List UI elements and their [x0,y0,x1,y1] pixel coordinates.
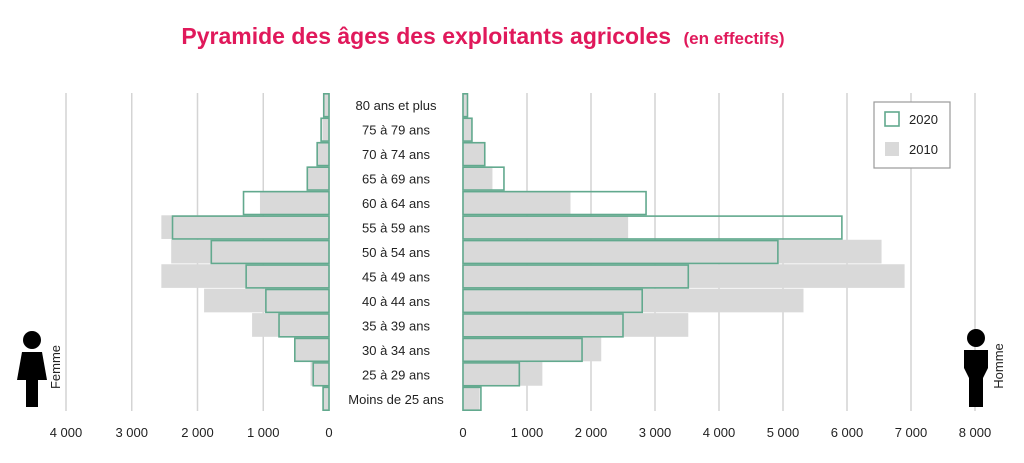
tick-label-right: 1 000 [511,425,544,440]
tick-labels: 4 000 3 000 2 000 1 000 0 0 1 000 2 000 3 000 4 0… [50,425,992,440]
category-label: 45 à 49 ans [362,269,430,284]
bar-femme-2020 [306,166,330,191]
bar-femme-2010 [317,141,329,166]
bar-homme-2010 [463,215,629,239]
bar-femme-2020 [322,386,330,412]
bar-homme-2010 [463,141,485,166]
bar-femme-2020 [278,313,330,338]
bar-homme-2010 [463,288,804,313]
bars-layer [161,93,905,412]
category-label: 55 à 59 ans [362,221,430,236]
tick-label-right: 7 000 [895,425,928,440]
woman-icon [17,331,47,407]
category-label: 35 à 39 ans [362,318,430,333]
bar-homme-2020 [462,166,505,191]
bar-femme-2020 [210,239,330,265]
bar-femme-2010 [323,93,329,117]
bar-homme-2020 [462,141,486,167]
bar-homme-2020 [462,117,473,142]
chart-title: Pyramide des âges des exploitants agrico… [181,23,671,49]
bar-homme-2020 [462,93,469,118]
category-label: 75 à 79 ans [362,123,430,138]
bar-femme-2020 [294,337,330,363]
bar-homme-2010 [463,337,602,362]
bar-homme-2020 [462,288,643,314]
chart-title-text: Pyramide des âges des exploitants agrico… [181,23,784,49]
bar-femme-2010 [161,264,329,288]
bar-homme-2020 [462,190,647,216]
bar-femme-2020 [265,288,330,314]
tick-label-left: 3 000 [115,425,148,440]
bar-homme-2010 [463,239,882,264]
legend: 2020 2010 [873,101,951,169]
bar-femme-2020 [322,93,330,118]
bar-homme-2010 [463,93,467,117]
tick-label-right: 0 [459,425,466,440]
bar-homme-2010 [463,313,689,337]
legend-label-2020: 2020 [909,112,938,127]
bar-homme-2020 [462,362,521,387]
category-label: Moins de 25 ans [348,392,444,407]
chart-title-group: Pyramide des âges des exploitants agrico… [181,23,784,49]
chart-subtitle: (en effectifs) [683,29,784,48]
tick-label-right: 6 000 [831,425,864,440]
bar-homme-2010 [463,386,480,411]
tick-label-right: 3 000 [639,425,672,440]
man-icon [964,329,988,407]
bar-femme-2010 [252,313,329,337]
bar-femme-2010 [294,337,329,362]
category-label: 60 à 64 ans [362,196,430,211]
bar-femme-2020 [312,362,330,387]
category-label: 40 à 44 ans [362,294,430,309]
category-label: 30 à 34 ans [362,343,430,358]
bar-femme-2010 [161,215,329,239]
bar-homme-2010 [463,166,493,191]
tick-label-right: 2 000 [575,425,608,440]
legend-swatch-2020 [884,111,900,127]
category-labels: 80 ans et plus 75 à 79 ans 70 à 74 ans 65 à… [348,98,444,407]
bar-femme-2010 [307,166,329,191]
bar-homme-2020 [462,386,482,412]
tick-label-left: 4 000 [50,425,83,440]
tick-label-right: 8 000 [959,425,992,440]
bar-homme-2020 [462,313,624,338]
bar-femme-2010 [322,117,329,142]
bar-femme-2010 [259,190,329,215]
category-label: 50 à 54 ans [362,245,430,260]
bar-homme-2020 [462,337,583,363]
tick-label-left: 2 000 [181,425,214,440]
legend-swatch-2010 [885,142,899,156]
tick-label-right: 5 000 [767,425,800,440]
bar-femme-2020 [316,141,330,167]
bar-femme-2020 [320,117,330,142]
category-label: 65 à 69 ans [362,172,430,187]
category-label: 80 ans et plus [356,98,437,113]
tick-label-left: 0 [325,425,332,440]
bar-femme-2020 [171,215,330,240]
tick-label-right: 4 000 [703,425,736,440]
tick-label-left: 1 000 [247,425,280,440]
side-label-femme: Femme [48,345,63,389]
side-label-homme: Homme [991,343,1006,389]
bar-homme-2020 [462,239,779,265]
bar-homme-2010 [463,264,905,288]
category-label: 70 à 74 ans [362,147,430,162]
bar-femme-2020 [242,190,330,216]
bar-homme-2010 [463,362,543,386]
bar-homme-2020 [462,264,690,289]
bar-femme-2010 [322,386,329,411]
bar-homme-2010 [463,117,472,142]
bar-homme-2020 [462,215,843,240]
bar-femme-2020 [245,264,330,289]
bar-femme-2010 [310,362,329,386]
bar-homme-2010 [463,190,571,215]
category-label: 25 à 29 ans [362,367,430,382]
legend-label-2010: 2010 [909,142,938,157]
bar-femme-2010 [171,239,329,264]
